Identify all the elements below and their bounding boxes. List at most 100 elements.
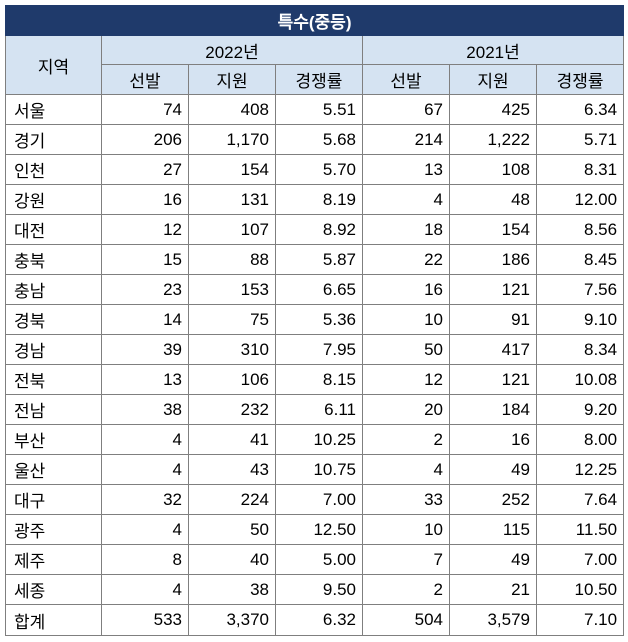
- region-cell: 전북: [5, 364, 102, 395]
- table-row: 인천 27 154 5.70 13 108 8.31: [5, 154, 625, 185]
- applicants-2022-cell: 43: [188, 454, 276, 485]
- rate-2022-cell: 5.68: [275, 124, 363, 155]
- col-header-applicants: 지원: [449, 64, 537, 95]
- applicants-2022-cell: 75: [188, 304, 276, 335]
- region-cell: 인천: [5, 154, 102, 185]
- selected-2022-cell: 4: [101, 424, 189, 455]
- applicants-2022-cell: 154: [188, 154, 276, 185]
- selected-2022-cell: 8: [101, 544, 189, 575]
- selected-2022-cell: 12: [101, 214, 189, 245]
- selected-2021-cell: 7: [362, 544, 450, 575]
- applicants-2021-cell: 154: [449, 214, 537, 245]
- rate-2022-cell: 5.00: [275, 544, 363, 575]
- rate-2022-cell: 8.15: [275, 364, 363, 395]
- selected-2021-cell: 67: [362, 94, 450, 125]
- table-row: 경기 206 1,170 5.68 214 1,222 5.71: [5, 124, 625, 155]
- rate-2022-cell: 10.75: [275, 454, 363, 485]
- rate-2021-cell: 7.10: [535, 604, 625, 636]
- selected-2022-cell: 533: [101, 604, 189, 636]
- selected-2021-cell: 22: [362, 244, 450, 275]
- selected-2021-cell: 2: [362, 574, 450, 605]
- applicants-2021-cell: 184: [449, 394, 537, 425]
- rate-2022-cell: 7.95: [275, 334, 363, 365]
- region-cell: 광주: [5, 514, 102, 545]
- selected-2021-cell: 4: [362, 184, 450, 215]
- rate-2021-cell: 10.50: [535, 574, 625, 605]
- table-row: 광주 4 50 12.50 10 115 11.50: [5, 514, 625, 545]
- region-cell: 경북: [5, 304, 102, 335]
- region-cell: 충남: [5, 274, 102, 305]
- table-row: 대구 32 224 7.00 33 252 7.64: [5, 484, 625, 515]
- applicants-2021-cell: 48: [449, 184, 537, 215]
- rate-2021-cell: 7.56: [535, 274, 625, 305]
- applicants-2022-cell: 3,370: [188, 604, 276, 636]
- selected-2022-cell: 206: [101, 124, 189, 155]
- applicants-2021-cell: 49: [449, 544, 537, 575]
- selected-2021-cell: 214: [362, 124, 450, 155]
- table-row: 경북 14 75 5.36 10 91 9.10: [5, 304, 625, 335]
- rate-2021-cell: 8.31: [535, 154, 625, 185]
- rate-2021-cell: 9.10: [535, 304, 625, 335]
- region-cell: 서울: [5, 94, 102, 125]
- selected-2022-cell: 74: [101, 94, 189, 125]
- selected-2022-cell: 15: [101, 244, 189, 275]
- col-header-selected: 선발: [362, 64, 450, 95]
- table-body: 서울 74 408 5.51 67 425 6.34 경기 206 1,170 5.68 214 1,2…: [5, 94, 625, 636]
- table-row: 경남 39 310 7.95 50 417 8.34: [5, 334, 625, 365]
- applicants-2022-cell: 131: [188, 184, 276, 215]
- region-header: 지역: [5, 35, 102, 95]
- rate-2022-cell: 7.00: [275, 484, 363, 515]
- col-header-rate: 경쟁률: [275, 64, 363, 95]
- region-cell: 경기: [5, 124, 102, 155]
- region-cell: 세종: [5, 574, 102, 605]
- applicants-2022-cell: 106: [188, 364, 276, 395]
- rate-2021-cell: 6.34: [535, 94, 625, 125]
- applicants-2021-cell: 425: [449, 94, 537, 125]
- rate-2022-cell: 5.87: [275, 244, 363, 275]
- selected-2021-cell: 16: [362, 274, 450, 305]
- selected-2022-cell: 38: [101, 394, 189, 425]
- region-cell: 대전: [5, 214, 102, 245]
- selected-2021-cell: 18: [362, 214, 450, 245]
- region-cell: 강원: [5, 184, 102, 215]
- rate-2021-cell: 8.34: [535, 334, 625, 365]
- rate-2022-cell: 8.92: [275, 214, 363, 245]
- rate-2022-cell: 5.36: [275, 304, 363, 335]
- rate-2021-cell: 8.56: [535, 214, 625, 245]
- rate-2022-cell: 8.19: [275, 184, 363, 215]
- applicants-2022-cell: 41: [188, 424, 276, 455]
- selected-2022-cell: 4: [101, 514, 189, 545]
- region-cell: 전남: [5, 394, 102, 425]
- selected-2022-cell: 32: [101, 484, 189, 515]
- region-cell: 경남: [5, 334, 102, 365]
- region-cell: 대구: [5, 484, 102, 515]
- selected-2022-cell: 4: [101, 454, 189, 485]
- applicants-2021-cell: 121: [449, 364, 537, 395]
- region-cell: 울산: [5, 454, 102, 485]
- selected-2021-cell: 10: [362, 514, 450, 545]
- selected-2021-cell: 10: [362, 304, 450, 335]
- column-header-row: 선발 지원 경쟁률 선발 지원 경쟁률: [6, 64, 625, 95]
- rate-2022-cell: 10.25: [275, 424, 363, 455]
- selected-2022-cell: 23: [101, 274, 189, 305]
- applicants-2022-cell: 408: [188, 94, 276, 125]
- selected-2022-cell: 27: [101, 154, 189, 185]
- applicants-2021-cell: 186: [449, 244, 537, 275]
- rate-2022-cell: 6.11: [275, 394, 363, 425]
- applicants-2022-cell: 232: [188, 394, 276, 425]
- applicants-2021-cell: 417: [449, 334, 537, 365]
- region-cell: 충북: [5, 244, 102, 275]
- year-header-2022: 2022년: [101, 35, 363, 65]
- selected-2022-cell: 39: [101, 334, 189, 365]
- selected-2021-cell: 20: [362, 394, 450, 425]
- col-header-selected: 선발: [101, 64, 189, 95]
- table-row: 전남 38 232 6.11 20 184 9.20: [5, 394, 625, 425]
- rate-2022-cell: 6.65: [275, 274, 363, 305]
- applicants-2021-cell: 49: [449, 454, 537, 485]
- applicants-2022-cell: 1,170: [188, 124, 276, 155]
- table-container: 특수(중등) 지역 2022년 2021년 선발 지원 경쟁률 선발 지원 경쟁…: [4, 5, 625, 636]
- col-header-rate: 경쟁률: [535, 64, 625, 95]
- applicants-2022-cell: 153: [188, 274, 276, 305]
- rate-2021-cell: 12.00: [535, 184, 625, 215]
- applicants-2022-cell: 40: [188, 544, 276, 575]
